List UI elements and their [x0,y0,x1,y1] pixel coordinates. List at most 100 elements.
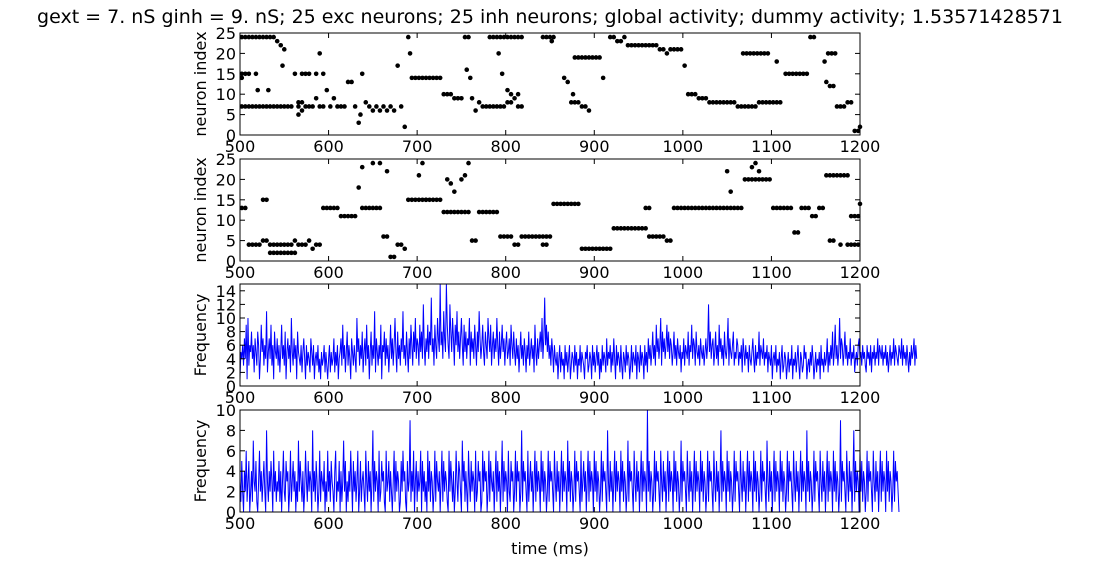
axes-frame [239,158,861,262]
spike-point [788,205,794,211]
spike-point [827,173,833,178]
spike-point [813,213,819,219]
spike-point [845,100,850,105]
spike-point [462,34,468,40]
spike-point [469,238,475,243]
spike-point [753,160,758,166]
spike-point [611,226,617,231]
spike-point [260,197,266,203]
spike-point [547,34,553,40]
spike-point [423,197,429,203]
spike-point [526,234,532,239]
spike-point [352,104,358,109]
spike-point [246,104,252,109]
spike-point [576,55,581,60]
spike-point [714,100,719,105]
spike-point [625,226,631,231]
spike-point [744,51,749,56]
x-tick-label: 700 [402,263,433,282]
spike-point [264,104,269,109]
spike-point [717,100,723,105]
x-tick-label: 1200 [840,137,881,156]
spike-point [549,38,555,44]
spike-point [423,75,429,81]
x-tick-label: 500 [225,514,256,533]
spike-point [831,83,836,89]
spike-point [317,104,323,109]
spike-point [427,197,432,203]
spike-point [561,75,567,81]
spike-point [664,51,670,56]
spike-point [444,91,450,97]
spike-point [838,104,843,109]
spike-point [483,209,489,215]
spike-point [467,75,473,81]
spike-point [257,104,262,109]
spike-point [618,226,624,231]
spike-point [668,238,673,243]
spike-point [682,63,687,68]
plot-area [240,159,860,261]
spike-point [675,47,680,52]
spike-point [370,160,376,166]
spike-point [289,242,294,247]
spike-point [740,51,746,56]
x-tick-label: 900 [579,137,610,156]
y-tick-label: 10 [216,401,236,420]
spike-point [657,234,663,239]
spike-point [762,51,767,56]
spike-point [395,63,400,68]
spike-point [777,205,783,211]
spike-point [515,34,521,40]
x-tick-label: 900 [579,263,610,282]
spike-point [756,177,762,182]
x-tick-label: 800 [490,514,521,533]
spike-point [494,209,500,215]
spike-point [838,242,843,247]
spike-point [763,100,769,105]
spike-point [243,104,248,109]
spike-point [707,205,712,211]
spike-point [303,242,308,247]
spike-point [285,242,291,247]
spike-point [593,246,599,252]
spike-point [391,108,397,113]
spike-point [604,246,609,252]
spike-point [770,100,776,105]
spike-point [593,55,599,60]
spike-point [636,42,641,48]
spike-point [289,250,294,256]
spike-point [409,197,415,203]
spike-point [632,226,638,231]
spike-point [774,205,780,211]
y-tick-label: 2 [226,363,236,382]
x-tick-label: 1100 [751,388,792,407]
y-tick-label: 20 [216,44,236,63]
spike-point [459,209,464,215]
spike-point [753,177,758,182]
spike-point [790,71,795,77]
spike-point [650,234,656,239]
spike-point [345,213,351,219]
spike-point [359,164,365,170]
spike-point [420,75,425,81]
y-tick-label: 15 [216,65,236,84]
spike-point [407,51,413,56]
spike-point [801,71,806,77]
y-tick-label: 20 [216,170,236,189]
spike-point [299,242,305,247]
spike-point [852,242,857,247]
spike-point [444,177,450,182]
spike-point [359,71,365,77]
spike-point [264,34,269,40]
spike-point [822,59,827,64]
spike-point [710,205,716,211]
spike-point [370,108,376,113]
x-tick-label: 1000 [662,263,703,282]
spike-point [802,205,808,211]
series-line [239,283,918,380]
spike-point [239,34,245,40]
x-tick-label: 700 [402,514,433,533]
spike-point [398,242,404,247]
spike-point [777,100,783,105]
